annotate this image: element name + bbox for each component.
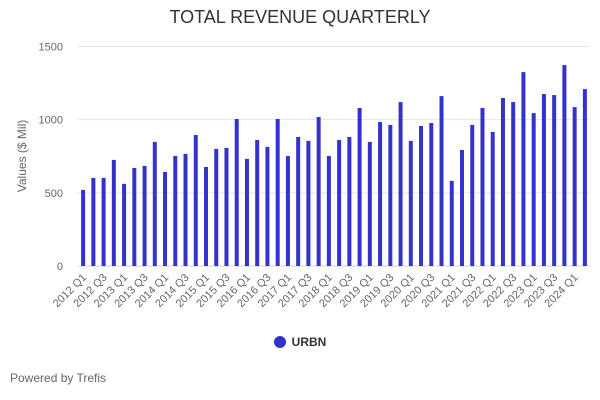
bar[interactable]: [408, 140, 413, 266]
bar[interactable]: [163, 171, 168, 266]
bar[interactable]: [439, 96, 444, 267]
bar[interactable]: [357, 107, 362, 267]
bar[interactable]: [511, 102, 516, 267]
bar[interactable]: [398, 102, 403, 267]
bar[interactable]: [306, 140, 311, 266]
legend: URBN: [0, 335, 600, 349]
bar[interactable]: [214, 148, 219, 266]
bar[interactable]: [132, 167, 137, 266]
legend-marker-urbn[interactable]: [273, 336, 286, 348]
y-tick-label: 0: [57, 261, 63, 273]
bar[interactable]: [490, 131, 495, 266]
bar[interactable]: [183, 153, 188, 266]
bar[interactable]: [316, 117, 321, 266]
powered-by-credit: Powered by Trefis: [10, 371, 107, 385]
bar[interactable]: [326, 155, 331, 266]
y-tick-label: 500: [45, 188, 63, 200]
y-axis-label: Values ($ Mil): [15, 120, 29, 192]
bar[interactable]: [81, 189, 86, 266]
bar[interactable]: [244, 158, 249, 266]
bar[interactable]: [500, 98, 505, 266]
bar[interactable]: [173, 155, 178, 266]
bar[interactable]: [531, 113, 536, 266]
bar[interactable]: [255, 140, 260, 266]
bar[interactable]: [470, 124, 475, 267]
bar[interactable]: [337, 140, 342, 266]
bar[interactable]: [388, 124, 393, 267]
bar[interactable]: [122, 183, 127, 266]
bar[interactable]: [296, 136, 301, 266]
bar[interactable]: [142, 165, 147, 266]
bar[interactable]: [378, 122, 383, 267]
bar[interactable]: [460, 149, 464, 266]
bar[interactable]: [265, 146, 270, 266]
bar[interactable]: [347, 136, 352, 266]
bar[interactable]: [367, 141, 372, 266]
legend-label-urbn[interactable]: URBN: [291, 335, 327, 349]
bar[interactable]: [152, 141, 157, 266]
bar[interactable]: [562, 65, 567, 266]
y-tick-label: 1500: [39, 42, 63, 54]
y-tick-label: 1000: [39, 115, 63, 127]
bar[interactable]: [449, 180, 454, 266]
bar[interactable]: [572, 107, 577, 266]
bar[interactable]: [234, 118, 239, 266]
bar[interactable]: [204, 166, 208, 266]
bar[interactable]: [91, 177, 96, 266]
bar[interactable]: [429, 123, 434, 266]
bar[interactable]: [224, 147, 229, 266]
bar[interactable]: [541, 94, 546, 266]
bar[interactable]: [285, 155, 290, 266]
bar[interactable]: [101, 177, 106, 266]
bar[interactable]: [193, 135, 198, 266]
bar[interactable]: [275, 118, 280, 266]
bar[interactable]: [111, 159, 116, 266]
chart-title: TOTAL REVENUE QUARTERLY: [169, 7, 431, 27]
bar[interactable]: [521, 72, 526, 266]
bar[interactable]: [419, 125, 424, 266]
bar[interactable]: [552, 95, 557, 266]
bar[interactable]: [582, 89, 587, 266]
bar[interactable]: [480, 107, 485, 267]
